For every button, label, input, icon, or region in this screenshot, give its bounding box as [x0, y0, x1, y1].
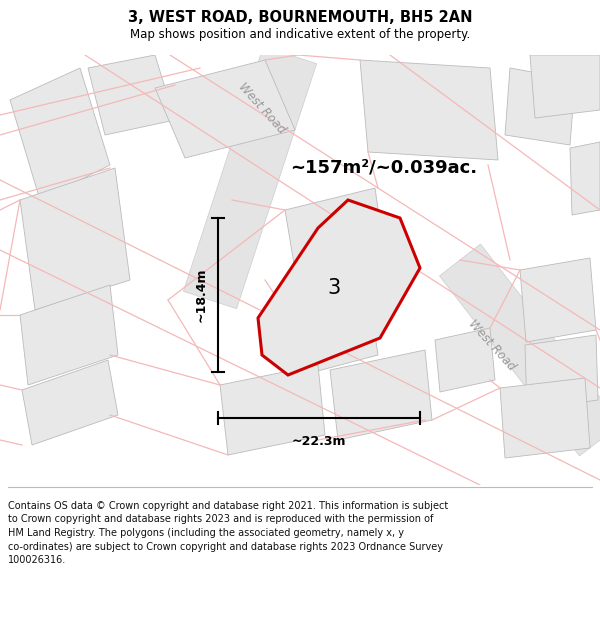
Polygon shape: [330, 350, 432, 440]
Polygon shape: [184, 46, 317, 309]
Polygon shape: [285, 188, 388, 300]
Polygon shape: [500, 378, 590, 458]
Text: 3: 3: [328, 278, 341, 298]
Text: Contains OS data © Crown copyright and database right 2021. This information is : Contains OS data © Crown copyright and d…: [8, 501, 448, 511]
Text: 100026316.: 100026316.: [8, 555, 66, 565]
Text: 3, WEST ROAD, BOURNEMOUTH, BH5 2AN: 3, WEST ROAD, BOURNEMOUTH, BH5 2AN: [128, 10, 472, 25]
Text: ~157m²/~0.039ac.: ~157m²/~0.039ac.: [290, 159, 477, 177]
Polygon shape: [220, 365, 325, 455]
Polygon shape: [360, 60, 498, 160]
Polygon shape: [525, 335, 598, 410]
Polygon shape: [20, 285, 118, 385]
Text: HM Land Registry. The polygons (including the associated geometry, namely x, y: HM Land Registry. The polygons (includin…: [8, 528, 404, 538]
Text: co-ordinates) are subject to Crown copyright and database rights 2023 Ordnance S: co-ordinates) are subject to Crown copyr…: [8, 541, 443, 551]
Polygon shape: [20, 168, 130, 310]
Polygon shape: [520, 258, 596, 342]
Polygon shape: [155, 60, 295, 158]
Polygon shape: [88, 55, 175, 135]
Text: West Road: West Road: [236, 80, 288, 136]
Text: to Crown copyright and database rights 2023 and is reproduced with the permissio: to Crown copyright and database rights 2…: [8, 514, 433, 524]
Polygon shape: [285, 288, 378, 377]
Text: ~18.4m: ~18.4m: [195, 268, 208, 322]
Polygon shape: [435, 328, 495, 392]
Polygon shape: [258, 200, 420, 375]
Polygon shape: [530, 55, 600, 118]
Polygon shape: [10, 68, 110, 200]
Polygon shape: [505, 68, 575, 145]
Text: West Road: West Road: [466, 317, 518, 373]
Polygon shape: [570, 142, 600, 215]
Polygon shape: [22, 360, 118, 445]
Text: Map shows position and indicative extent of the property.: Map shows position and indicative extent…: [130, 28, 470, 41]
Polygon shape: [439, 244, 600, 456]
Text: ~22.3m: ~22.3m: [292, 435, 346, 448]
